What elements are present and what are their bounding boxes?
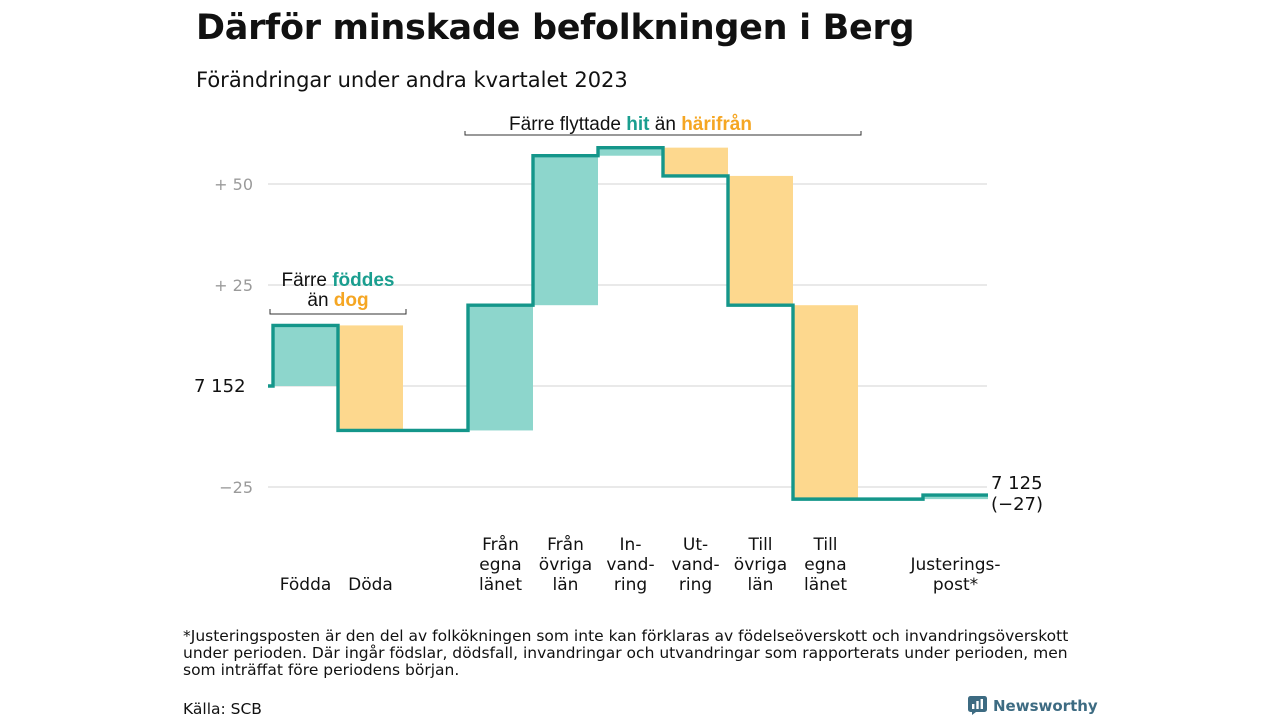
category-label: län [748,575,774,595]
category-label: Till [812,535,837,555]
start-value-label: 7 152 [194,376,246,397]
category-label: ring [614,575,647,595]
category-label: länet [804,575,847,595]
category-label: län [553,575,579,595]
waterfall-bar [273,325,338,386]
waterfall-bar [728,175,793,306]
births-bracket [269,309,407,315]
category-label: In- [620,535,642,555]
annotation-highlight-born: föddes [332,270,394,291]
waterfall-bar [468,305,533,431]
category-label: Födda [280,575,332,595]
newsworthy-logo-icon [968,696,987,715]
waterfall-bar [533,155,598,306]
waterfall-bar [338,325,403,431]
moves-annotation: Färre flyttade hit än härifrån [509,114,752,135]
waterfall-bar [923,495,988,500]
annotation-highlight-died: dog [334,290,369,311]
births-annotation: Färre föddes [282,270,395,291]
annotation-text: Färre flyttade [509,114,626,135]
annotation-text: än [307,290,333,311]
category-label: ring [679,575,712,595]
footnote: *Justeringsposten är den del av folkökni… [183,627,1069,679]
end-value-label: 7 125 [991,473,1043,494]
waterfall-bar [598,147,663,156]
waterfall-bar [793,305,858,500]
category-label: Från [547,534,584,555]
births-annotation: än dog [307,290,368,311]
annotation-highlight-away: härifrån [681,114,752,135]
category-label: vand- [606,555,654,575]
annotation-highlight-here: hit [626,114,650,135]
category-label: övriga [539,555,592,575]
category-label: egna [804,555,846,575]
chart-title: Därför minskade befolkningen i Berg [196,8,915,48]
waterfall-bar [663,147,728,176]
annotation-text: Färre [282,270,333,291]
brand-logo: Newsworthy [968,696,1098,715]
category-label: egna [479,555,521,575]
category-label: Döda [348,575,393,595]
cumulative-step-line [268,145,988,501]
category-label: post* [933,575,978,595]
source-note: Källa: SCB [183,700,262,718]
y-tick-label: −25 [219,478,253,497]
category-label: länet [479,575,522,595]
y-tick-label: + 25 [214,276,253,295]
end-change-label: (−27) [991,494,1043,515]
brand-name: Newsworthy [993,696,1098,715]
category-label: Till [747,535,772,555]
moves-bracket [464,131,862,136]
annotation-text: än [649,114,681,135]
category-label: vand- [671,555,719,575]
category-label: övriga [734,555,787,575]
category-label: Från [482,534,519,555]
category-label: Justerings- [909,555,1000,575]
category-label: Ut- [683,535,708,555]
chart-subtitle: Förändringar under andra kvartalet 2023 [196,68,628,92]
y-tick-label: + 50 [214,175,253,194]
